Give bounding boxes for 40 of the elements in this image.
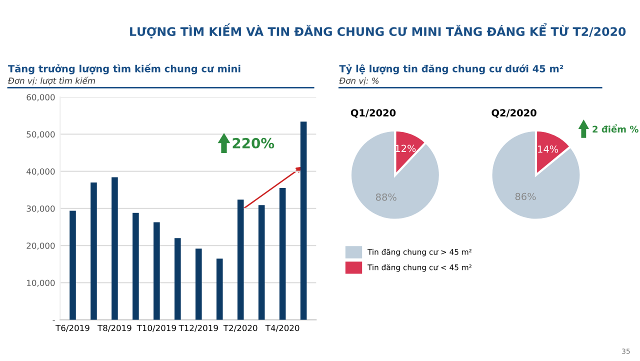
y-tick-label: 20,000 [26,242,55,250]
data-label: 86% [515,192,536,200]
data-label: 14% [538,145,558,153]
y-tick-label: - [52,320,55,322]
bar [300,122,307,320]
bar [258,205,265,320]
y-tick-label: 10,000 [27,280,55,287]
chart-title: Q1/2020 [350,109,396,118]
bar [196,248,202,320]
bar [154,222,160,320]
y-tick-label: 50,000 [26,131,55,138]
text: Đơn vị: % [339,77,379,86]
text: 2 điểm % [592,124,638,133]
bar [132,212,139,320]
text: Tỷ lệ lượng tin đăng chung cư dưới 45 m² [339,64,564,74]
x-tick-label: T12/2019 [178,324,218,332]
y-tick-label: 60,000 [26,94,55,102]
chart-subtitle: Đơn vị: lượt tìm kiếm [8,76,95,86]
y-tick-label: 40,000 [26,168,55,176]
data-label: 12% [396,144,416,152]
text: LƯỢNG TÌM KIẾM VÀ TIN ĐĂNG CHUNG CƯ MINI TĂNG ĐÁNG KỂ TỪ T2/2020 [130,22,626,38]
bar [237,200,244,320]
annotation: 220% [232,138,274,148]
data-label: 88% [376,193,396,201]
pie-slice [490,129,582,221]
bar [216,258,223,320]
x-tick-label: T10/2019 [136,324,176,332]
bar [70,210,76,320]
x-tick-label: T4/2020 [265,324,300,332]
x-tick-label: T8/2019 [97,324,132,332]
x-tick-label: T6/2019 [56,324,90,332]
bar [112,177,118,320]
y-tick-label: 30,000 [26,205,55,213]
chart-title: Tăng trưởng lượng tìm kiếm chung cư mini [8,64,240,74]
pie-slice [349,129,442,221]
chart-title: Q2/2020 [492,109,536,118]
bar [174,238,181,320]
bar [90,182,97,320]
bar [279,188,286,320]
x-tick-label: T2/2020 [223,324,258,332]
